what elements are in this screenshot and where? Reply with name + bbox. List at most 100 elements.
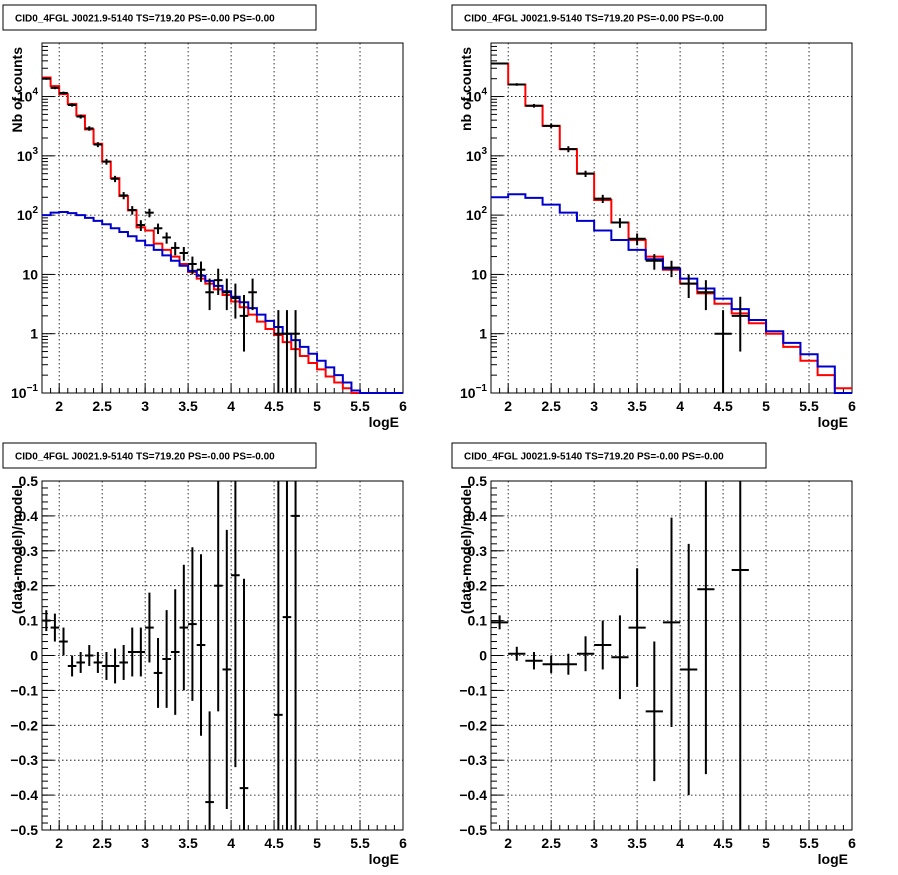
y-tick-label: 104 (466, 87, 488, 105)
data-point (282, 481, 292, 830)
data-point (508, 83, 526, 86)
data-point (76, 652, 85, 673)
data-point (153, 638, 163, 708)
data-point (594, 620, 612, 670)
x-tick-label: 5 (762, 835, 770, 851)
data-point (239, 578, 249, 830)
x-tick-label: 6 (399, 398, 407, 414)
y-axis-label: nb of counts (458, 47, 474, 131)
data-point (542, 655, 560, 673)
y-tick-label: 103 (17, 146, 39, 164)
x-axis-label: logE (818, 414, 848, 430)
x-tick-label: 2.5 (92, 398, 112, 414)
x-tick-label: 2 (55, 398, 63, 414)
y-tick-label: −0.2 (10, 717, 38, 733)
y-axis-label: Nb of counts (9, 47, 25, 133)
data-point (42, 77, 51, 80)
data-point (84, 645, 94, 666)
panel-top-right: CID0_4FGL J0021.9-5140 TS=719.20 PS=-0.0… (451, 4, 856, 430)
chart-title: CID0_4FGL J0021.9-5140 TS=719.20 PS=-0.0… (15, 452, 275, 463)
x-tick-label: 3.5 (627, 835, 647, 851)
x-tick-label: 2.5 (92, 835, 112, 851)
data-point (231, 481, 240, 768)
y-tick-label: 0.1 (19, 613, 39, 629)
x-tick-label: 6 (399, 835, 407, 851)
data-point (153, 223, 163, 235)
data-point (205, 278, 214, 311)
data-point (179, 564, 189, 691)
y-tick-label: 0.3 (19, 543, 39, 559)
x-tick-label: 6 (848, 398, 856, 414)
plot-frame (41, 42, 404, 394)
x-tick-label: 4 (227, 398, 235, 414)
data-point (136, 220, 146, 231)
data-point (559, 146, 577, 153)
x-tick-label: 5.5 (350, 835, 370, 851)
data-point (42, 610, 51, 632)
title-box (451, 4, 767, 31)
data-point (213, 268, 223, 295)
data-point (628, 233, 646, 246)
data-point (697, 481, 715, 775)
x-tick-label: 4 (227, 835, 235, 851)
data-point (731, 481, 749, 830)
title-box (2, 442, 317, 469)
y-tick-label: 0.2 (468, 578, 488, 594)
data-point (611, 615, 629, 700)
x-tick-label: 5 (313, 398, 321, 414)
x-tick-label: 3 (141, 398, 149, 414)
x-tick-label: 4.5 (713, 835, 733, 851)
x-tick-label: 5.5 (799, 835, 819, 851)
y-tick-label: 1 (30, 326, 38, 342)
y-tick-label: 103 (466, 146, 488, 164)
data-point (282, 310, 292, 393)
data-point (170, 242, 180, 256)
x-tick-label: 4.5 (264, 835, 284, 851)
y-tick-label: −0.4 (459, 787, 487, 803)
y-tick-label: −0.4 (10, 787, 38, 803)
data-point (645, 254, 663, 270)
data-point (196, 261, 206, 282)
data-point (162, 232, 171, 244)
x-tick-label: 3.5 (627, 398, 647, 414)
data-point (491, 62, 509, 65)
x-tick-label: 5 (313, 835, 321, 851)
data-point (119, 192, 128, 200)
x-tick-label: 3.5 (178, 835, 198, 851)
data-point (576, 636, 595, 672)
chart-title: CID0_4FGL J0021.9-5140 TS=719.20 PS=-0.0… (464, 14, 724, 25)
data-point (731, 296, 749, 352)
y-tick-label: 102 (466, 205, 488, 223)
data-point (188, 256, 197, 275)
data-point (67, 103, 77, 107)
plot-frame (490, 42, 853, 394)
data-point (67, 655, 77, 677)
y-tick-label: −0.2 (459, 717, 487, 733)
model-histogram-blue (491, 193, 852, 394)
y-axis-label: (data-model)/model (458, 485, 474, 614)
y-tick-label: 0.3 (468, 543, 488, 559)
y-tick-label: 0.4 (19, 508, 39, 524)
chart-title: CID0_4FGL J0021.9-5140 TS=719.20 PS=-0.0… (464, 452, 724, 463)
data-point (662, 517, 681, 728)
x-tick-label: 2 (55, 835, 63, 851)
data-point (525, 652, 543, 670)
data-point (274, 310, 283, 393)
x-tick-label: 2.5 (541, 398, 561, 414)
data-point (525, 103, 543, 108)
y-tick-label: 0.4 (468, 508, 488, 524)
data-point (59, 91, 68, 95)
x-tick-label: 4.5 (264, 398, 284, 414)
panel-bottom-left: CID0_4FGL J0021.9-5140 TS=719.20 PS=-0.0… (2, 442, 407, 867)
title-box (451, 442, 767, 469)
x-axis-label: logE (818, 851, 848, 867)
x-tick-label: 3 (590, 835, 598, 851)
y-tick-label: 10−1 (460, 383, 487, 401)
model-histogram-red (491, 62, 852, 390)
data-point (50, 86, 60, 90)
y-tick-label: 10 (471, 266, 487, 282)
x-tick-label: 3.5 (178, 398, 198, 414)
data-point (542, 123, 560, 129)
y-tick-label: 1 (479, 326, 487, 342)
y-tick-label: −0.1 (10, 682, 38, 698)
